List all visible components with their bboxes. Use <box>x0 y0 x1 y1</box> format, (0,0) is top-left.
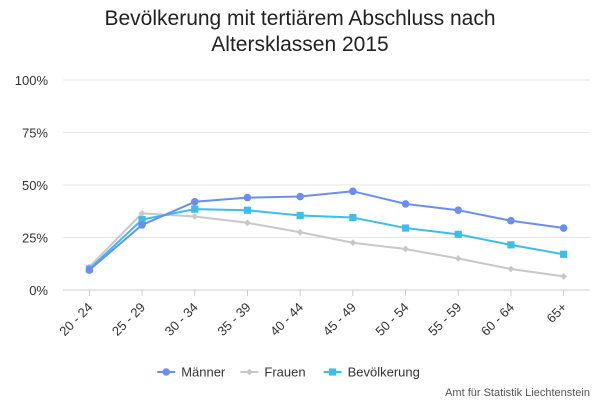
data-point <box>454 230 462 238</box>
data-point <box>243 193 252 202</box>
x-tick-label: 60 - 64 <box>478 300 517 339</box>
x-tick-label: 35 - 39 <box>214 300 253 339</box>
y-tick-label: 100% <box>15 73 49 88</box>
legend-label: Frauen <box>264 365 305 380</box>
data-point <box>559 224 568 232</box>
series-line <box>88 212 564 278</box>
data-point <box>138 209 146 217</box>
series-frauen <box>85 209 568 280</box>
legend: Männer Frauen Bevölkerung <box>157 365 420 380</box>
legend-label: Bevölkerung <box>348 365 420 380</box>
data-point <box>401 200 410 208</box>
y-tick-label: 25% <box>22 231 48 246</box>
data-point <box>401 224 410 232</box>
x-tick-label: 25 - 29 <box>109 300 148 339</box>
x-tick-label: 40 - 44 <box>267 300 306 339</box>
data-point <box>246 368 253 376</box>
x-axis-ticks: 20 - 24 25 - 29 30 - 34 35 - 39 40 - 44 45 - … <box>56 290 570 339</box>
data-point <box>191 213 199 220</box>
data-point <box>190 198 199 206</box>
data-point <box>162 368 170 376</box>
data-point <box>507 265 515 273</box>
data-point <box>243 206 252 214</box>
data-point <box>454 255 462 262</box>
data-point <box>560 250 568 258</box>
data-point <box>296 211 304 220</box>
data-point <box>296 228 304 236</box>
y-tick-label: 75% <box>22 126 48 141</box>
source-label: Amt für Statistik Liechtenstein <box>445 387 590 399</box>
series-männer <box>85 187 568 274</box>
grid-lines <box>63 79 590 291</box>
x-tick-label: 55 - 59 <box>425 300 464 339</box>
data-point <box>138 216 146 224</box>
series-group <box>85 187 568 280</box>
series-line <box>88 190 564 271</box>
legend-item-männer[interactable]: Männer <box>157 365 226 380</box>
data-point <box>85 266 94 274</box>
legend-item-bevölkerung[interactable]: Bevölkerung <box>323 365 420 380</box>
data-point <box>329 368 337 376</box>
x-tick-label: 20 - 24 <box>56 300 95 339</box>
legend-item-frauen[interactable]: Frauen <box>240 365 306 380</box>
data-point <box>402 245 409 253</box>
y-tick-label: 0% <box>29 283 48 298</box>
data-point <box>296 192 304 201</box>
data-point <box>349 187 357 196</box>
x-tick-label: 50 - 54 <box>372 300 411 339</box>
x-tick-label: 45 - 49 <box>320 300 359 339</box>
chart-title-line2: Altersklassen 2015 <box>211 33 389 56</box>
data-point <box>560 272 568 280</box>
y-axis-ticks: 0% 25% 50% 75% 100% <box>15 73 49 298</box>
x-tick-label: 30 - 34 <box>162 300 201 339</box>
series-line <box>88 208 564 270</box>
chart-title: Bevölkerung mit tertiärem Abschluss nach… <box>0 6 600 58</box>
data-point <box>454 206 463 214</box>
series-bevölkerung <box>85 205 568 273</box>
data-point <box>138 221 146 229</box>
data-point <box>244 219 251 227</box>
chart-title-line1: Bevölkerung mit tertiärem Abschluss nach <box>104 7 496 30</box>
data-point <box>507 216 515 225</box>
x-tick-label: 65+ <box>544 300 570 326</box>
data-point <box>191 205 199 213</box>
data-point <box>349 239 357 247</box>
data-point <box>507 241 515 249</box>
data-point <box>349 213 357 222</box>
legend-label: Männer <box>181 365 226 380</box>
y-tick-label: 50% <box>22 178 48 193</box>
